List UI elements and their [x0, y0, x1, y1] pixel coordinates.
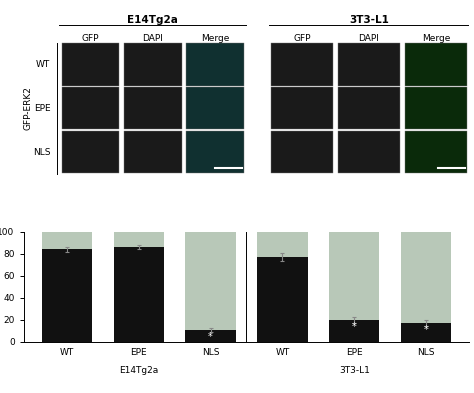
Text: Merge: Merge — [422, 34, 450, 43]
Polygon shape — [62, 43, 119, 86]
Text: GFP: GFP — [82, 34, 99, 43]
Polygon shape — [338, 87, 400, 129]
Polygon shape — [124, 43, 182, 86]
Bar — [42, 250, 92, 342]
Polygon shape — [186, 43, 244, 86]
Polygon shape — [338, 43, 400, 86]
Text: E14Tg2a: E14Tg2a — [119, 366, 158, 375]
Text: 3T3-L1: 3T3-L1 — [339, 366, 370, 375]
Polygon shape — [62, 87, 119, 129]
Text: *: * — [424, 325, 428, 335]
Text: 3T3-L1: 3T3-L1 — [349, 15, 389, 25]
Text: *: * — [208, 332, 213, 342]
Bar — [329, 232, 379, 320]
Bar — [42, 232, 92, 250]
Polygon shape — [405, 131, 467, 173]
Polygon shape — [338, 131, 400, 173]
Bar — [329, 320, 379, 342]
Bar — [401, 323, 451, 342]
Bar — [114, 247, 164, 342]
Polygon shape — [186, 131, 244, 173]
Bar — [114, 232, 164, 247]
Polygon shape — [405, 43, 467, 86]
Polygon shape — [271, 43, 333, 86]
Polygon shape — [271, 87, 333, 129]
Text: Merge: Merge — [201, 34, 229, 43]
Polygon shape — [271, 131, 333, 173]
Polygon shape — [62, 131, 119, 173]
Bar — [401, 232, 451, 323]
Polygon shape — [124, 87, 182, 129]
Bar — [257, 257, 308, 342]
Text: DAPI: DAPI — [358, 34, 380, 43]
Polygon shape — [186, 87, 244, 129]
Text: E14Tg2a: E14Tg2a — [128, 15, 178, 25]
Text: GFP-ERK2: GFP-ERK2 — [24, 86, 33, 130]
Text: DAPI: DAPI — [143, 34, 164, 43]
Polygon shape — [405, 87, 467, 129]
Text: NLS: NLS — [33, 148, 50, 157]
Bar — [257, 232, 308, 257]
Text: EPE: EPE — [34, 104, 50, 113]
Text: WT: WT — [36, 60, 50, 69]
Polygon shape — [124, 131, 182, 173]
Bar — [185, 232, 236, 330]
Bar — [185, 330, 236, 342]
Text: GFP: GFP — [293, 34, 311, 43]
Text: *: * — [352, 322, 356, 332]
